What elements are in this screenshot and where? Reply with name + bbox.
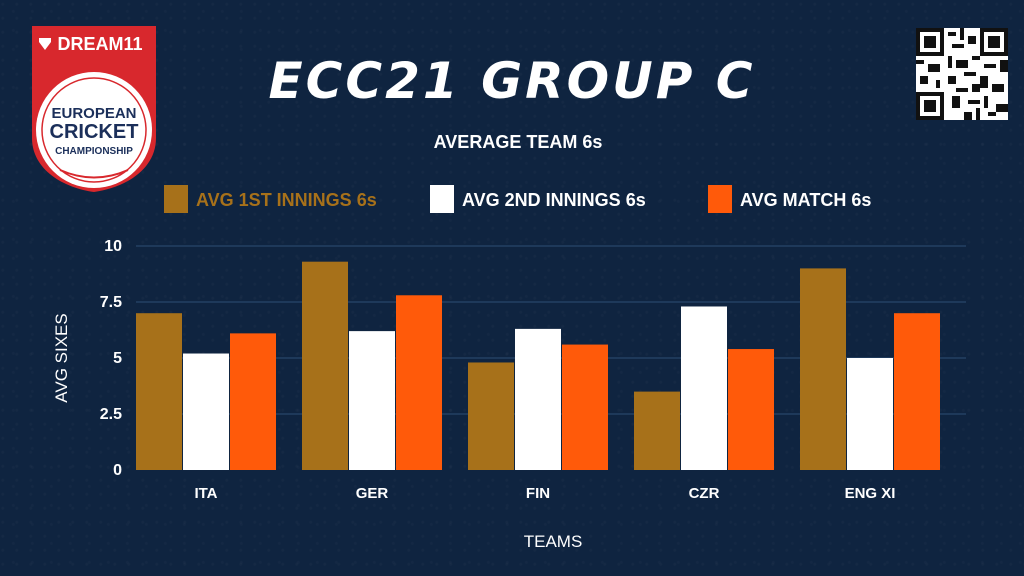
bar (728, 349, 774, 470)
logo-brand: DREAM11 (57, 34, 142, 54)
bar (136, 313, 182, 470)
bar (800, 268, 846, 470)
logo-line3: CHAMPIONSHIP (55, 146, 133, 157)
bar (894, 313, 940, 470)
x-tick-label: FIN (526, 485, 550, 502)
x-tick-label: ENG XI (845, 485, 896, 502)
qr-code (916, 28, 1008, 120)
bar (681, 306, 727, 470)
bar (183, 353, 229, 470)
x-tick-label: CZR (689, 485, 720, 502)
bar (515, 328, 561, 470)
y-axis-label: AVG SIXES (52, 313, 71, 403)
bar (349, 331, 395, 470)
bar (396, 295, 442, 470)
chart-title: ECC21 GROUP C (268, 52, 756, 110)
ecc-logo: DREAM11 EUROPEAN CRICKET CHAMPIONSHIP (32, 26, 156, 192)
y-tick-label: 0 (113, 462, 122, 479)
x-tick-label: GER (356, 485, 389, 502)
bar (302, 261, 348, 470)
x-tick-label: ITA (194, 485, 217, 502)
legend-label-1st-innings: AVG 1ST INNINGS 6s (196, 190, 377, 210)
bar (468, 362, 514, 470)
logo-line1: EUROPEAN (51, 105, 136, 122)
y-tick-label: 5 (113, 350, 122, 367)
legend-swatch-2nd-innings (430, 185, 454, 213)
legend-label-match: AVG MATCH 6s (740, 190, 872, 210)
logo-line2: CRICKET (50, 121, 139, 143)
bar (230, 333, 276, 470)
y-tick-label: 7.5 (100, 294, 122, 311)
bar (562, 344, 608, 470)
y-tick-label: 2.5 (100, 406, 122, 423)
legend-label-2nd-innings: AVG 2ND INNINGS 6s (462, 190, 646, 210)
bar (634, 391, 680, 470)
legend-swatch-1st-innings (164, 185, 188, 213)
legend-swatch-match (708, 185, 732, 213)
bar (847, 358, 893, 470)
chart-subtitle: AVERAGE TEAM 6s (433, 132, 603, 152)
x-axis-label: TEAMS (523, 532, 583, 551)
y-tick-label: 10 (104, 238, 122, 255)
